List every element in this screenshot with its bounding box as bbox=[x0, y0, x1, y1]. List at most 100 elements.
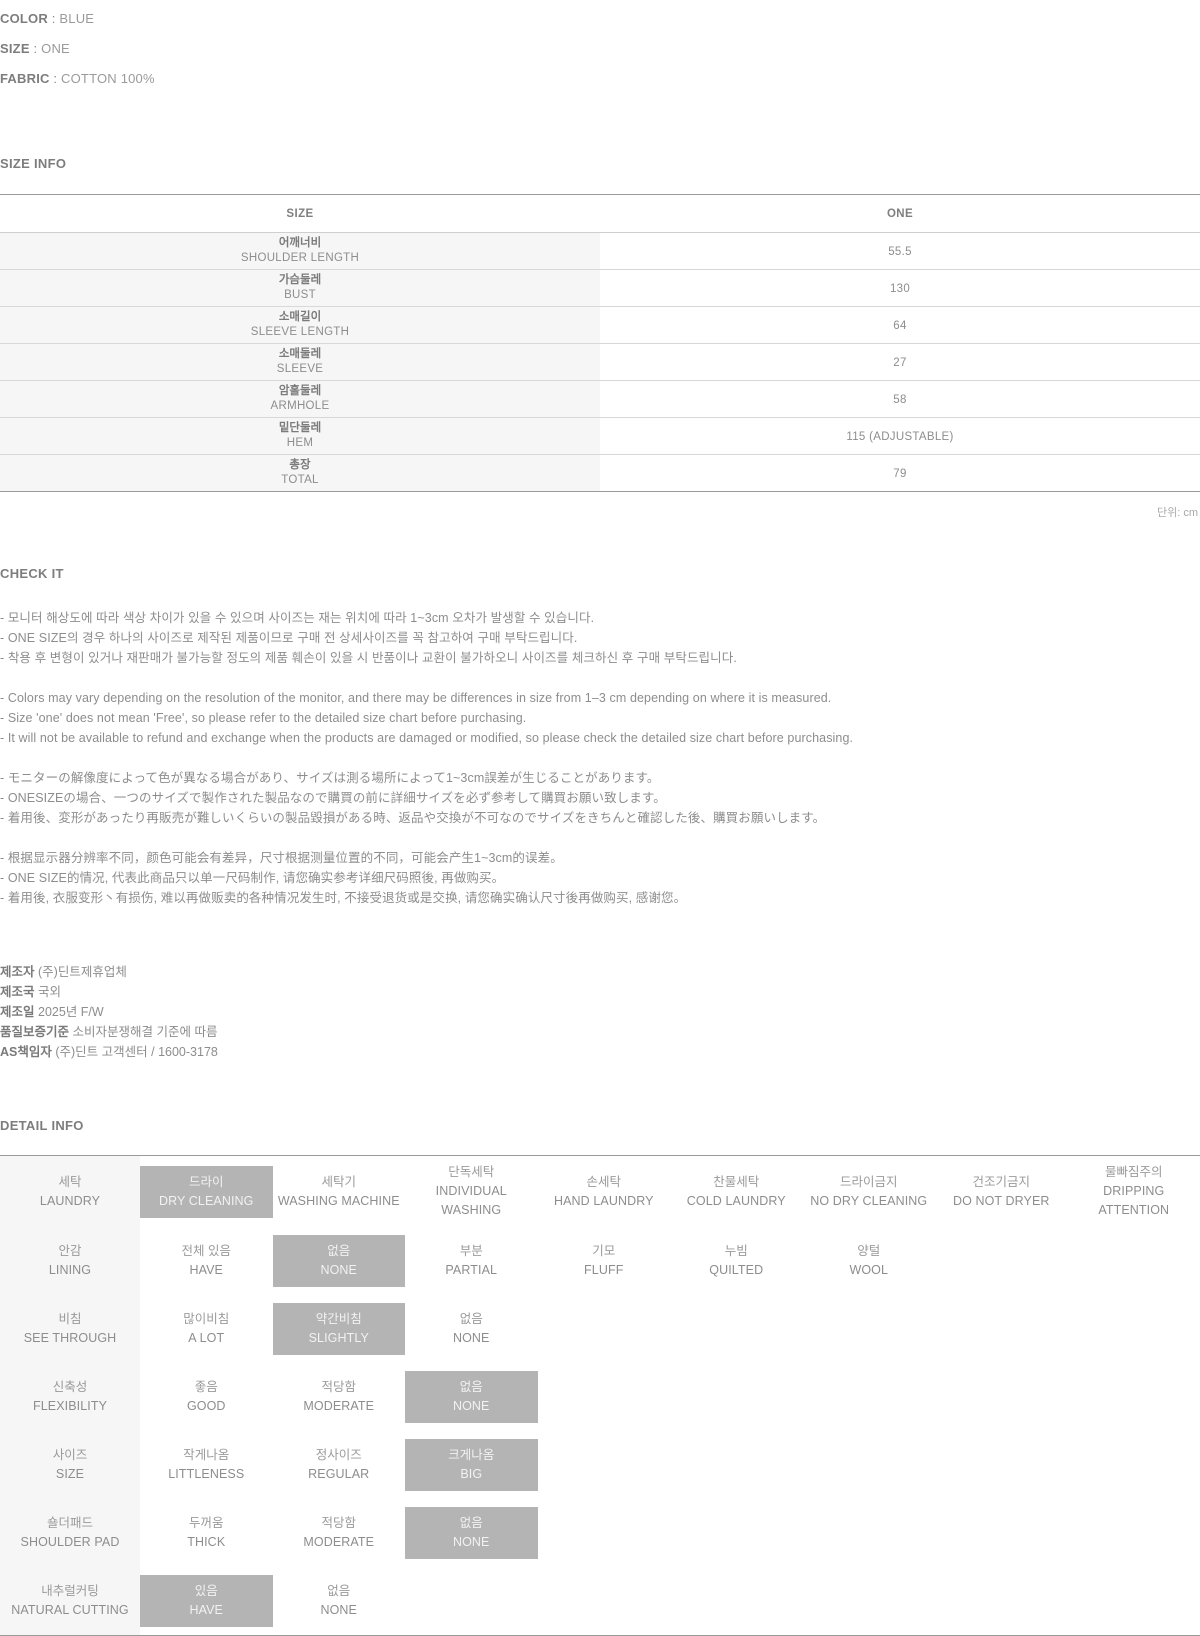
detail-option-ko: 물빠짐주의 bbox=[1070, 1163, 1199, 1182]
size-row-label-ko: 총장 bbox=[0, 458, 600, 473]
detail-empty-cell bbox=[1068, 1431, 1200, 1499]
detail-empty-cell bbox=[803, 1567, 936, 1635]
size-row-value-text: 55.5 bbox=[888, 246, 912, 258]
detail-option-en: PARTIAL bbox=[407, 1261, 536, 1280]
size-row-label-en: HEM bbox=[0, 436, 600, 451]
detail-option-en: WASHING MACHINE bbox=[275, 1192, 404, 1211]
detail-option-en: LITTLENESS bbox=[142, 1465, 271, 1484]
spec-line: FABRIC : COTTON 100% bbox=[0, 64, 1200, 94]
detail-option-en: FLUFF bbox=[540, 1261, 669, 1280]
detail-option-ko: 누빔 bbox=[672, 1242, 801, 1261]
size-row-label-en: BUST bbox=[0, 288, 600, 303]
detail-option-en: HAVE bbox=[142, 1261, 271, 1280]
detail-label-en: SHOULDER PAD bbox=[2, 1533, 138, 1552]
detail-label-en: LINING bbox=[2, 1261, 138, 1280]
detail-empty-cell bbox=[935, 1295, 1068, 1363]
manufacturer-label: 제조자 bbox=[0, 965, 35, 979]
detail-empty-cell bbox=[405, 1567, 538, 1635]
manufacturer-line: 품질보증기준 소비자분쟁해결 기준에 따름 bbox=[0, 1022, 1200, 1042]
check-it-line: - Colors may vary depending on the resol… bbox=[0, 688, 1200, 708]
size-row-value-text: 58 bbox=[893, 394, 906, 406]
detail-option-ko: 기모 bbox=[540, 1242, 669, 1261]
detail-label-en: FLEXIBILITY bbox=[2, 1397, 138, 1416]
size-row-label-ko: 어깨너비 bbox=[0, 236, 600, 251]
size-row-label-ko: 가슴둘레 bbox=[0, 273, 600, 288]
detail-empty-cell bbox=[538, 1295, 671, 1363]
check-it-line: - ONE SIZE의 경우 하나의 사이즈로 제작된 제품이므로 구매 전 상… bbox=[0, 628, 1200, 648]
spec-line: COLOR : BLUE bbox=[0, 4, 1200, 34]
detail-option-ko: 크게나옴 bbox=[407, 1446, 536, 1465]
spec-key: COLOR bbox=[0, 11, 48, 26]
detail-label-ko: 사이즈 bbox=[2, 1446, 138, 1465]
detail-option-en: A LOT bbox=[142, 1329, 271, 1348]
size-row-value-text: 115 (ADJUSTABLE) bbox=[846, 431, 953, 443]
manufacturer-value: (주)딘트 고객센터 / 1600-3178 bbox=[55, 1045, 218, 1059]
manufacturer-line: 제조자 (주)딘트제휴업체 bbox=[0, 962, 1200, 982]
manufacturer-value: 국외 bbox=[38, 985, 61, 999]
detail-empty-cell bbox=[1068, 1567, 1200, 1635]
spec-key: SIZE bbox=[0, 41, 30, 56]
size-row-value: 58 bbox=[600, 381, 1200, 418]
detail-empty-cell bbox=[803, 1363, 936, 1431]
size-row-value: 64 bbox=[600, 307, 1200, 344]
detail-option-en: NONE bbox=[275, 1601, 404, 1620]
detail-option-ko: 약간비침 bbox=[275, 1310, 404, 1329]
spec-separator: : bbox=[50, 71, 61, 86]
manufacturer-label: AS책임자 bbox=[0, 1045, 52, 1059]
size-row-label-ko: 암홀둘레 bbox=[0, 384, 600, 399]
size-row-label-ko: 소매둘레 bbox=[0, 347, 600, 362]
manufacturer-line: 제조일 2025년 F/W bbox=[0, 1002, 1200, 1022]
size-row-label-ko: 밑단둘레 bbox=[0, 421, 600, 436]
detail-option-ko: 찬물세탁 bbox=[672, 1173, 801, 1192]
manufacturer-value: (주)딘트제휴업체 bbox=[38, 965, 127, 979]
check-it-line: - Size 'one' does not mean 'Free', so pl… bbox=[0, 708, 1200, 728]
detail-empty-cell bbox=[670, 1363, 803, 1431]
